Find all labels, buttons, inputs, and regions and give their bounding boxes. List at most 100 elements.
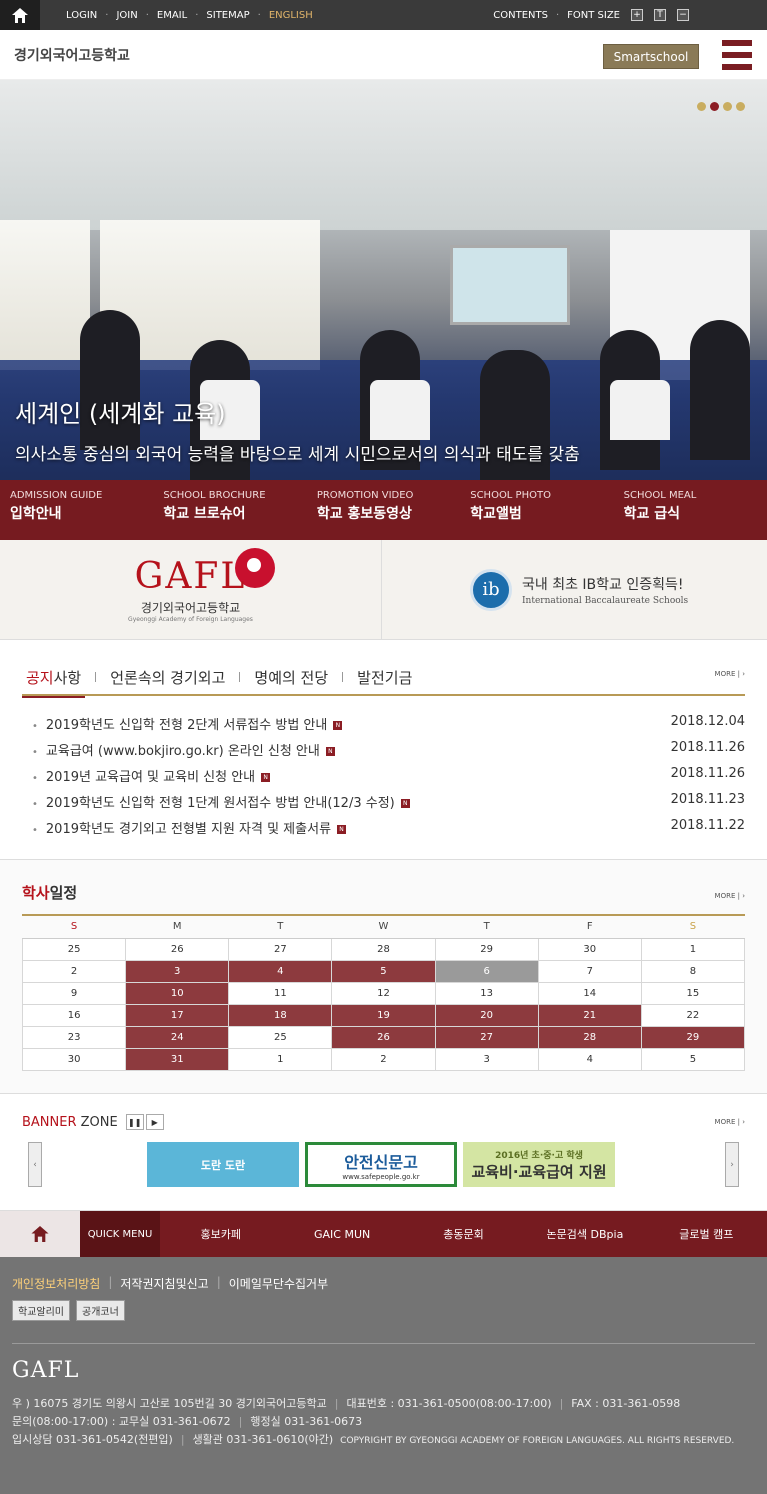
font-size-label: FONT SIZE (567, 9, 620, 21)
calendar-day[interactable]: 19 (331, 1003, 436, 1027)
calendar-day[interactable]: 7 (537, 959, 642, 983)
slide-dot-active[interactable] (710, 102, 719, 111)
calendar-day[interactable]: 5 (331, 959, 436, 983)
calendar-day[interactable]: 2 (21, 959, 127, 983)
privacy-policy-link[interactable]: 개인정보처리방침 (12, 1277, 101, 1291)
calendar-more-link[interactable]: MORE | › (714, 892, 745, 900)
tab-notice[interactable]: 공지사항 (22, 659, 86, 698)
banner-item[interactable]: 도란 도란 (147, 1142, 299, 1187)
calendar-day[interactable]: 6 (434, 959, 539, 983)
banner-more-link[interactable]: MORE | › (714, 1118, 745, 1126)
tab-press[interactable]: 언론속의 경기외고 (110, 668, 226, 687)
quick-link-brochure[interactable]: SCHOOL BROCHURE 학교 브로슈어 (163, 490, 266, 522)
sitemap-link[interactable]: SITEMAP (206, 9, 250, 21)
calendar-day[interactable]: 23 (21, 1025, 127, 1049)
font-reset-button[interactable]: T (654, 9, 666, 21)
public-corner-button[interactable]: 공개코너 (76, 1300, 125, 1321)
slide-dot[interactable] (697, 102, 706, 111)
calendar-day[interactable]: 9 (21, 981, 127, 1005)
calendar-day[interactable]: 4 (228, 959, 333, 983)
calendar-day[interactable]: 3 (434, 1047, 539, 1071)
calendar-day[interactable]: 25 (228, 1025, 333, 1049)
calendar-day[interactable]: 28 (331, 937, 436, 961)
calendar-day[interactable]: 3 (125, 959, 230, 983)
calendar-day[interactable]: 29 (434, 937, 539, 961)
calendar-day[interactable]: 30 (21, 1047, 127, 1071)
footnav-item[interactable]: GAIC MUN (313, 1227, 371, 1241)
calendar-day[interactable]: 20 (434, 1003, 539, 1027)
calendar-day[interactable]: 13 (434, 981, 539, 1005)
calendar-day[interactable]: 30 (537, 937, 642, 961)
footnav-item[interactable]: 홍보카페 (200, 1228, 241, 1241)
banner-item[interactable]: 안전신문고 www.safepeople.go.kr (305, 1142, 457, 1187)
list-item[interactable]: 2019학년도 신입학 전형 1단계 원서접수 방법 안내(12/3 수정)N2… (22, 792, 745, 818)
tab-development-fund[interactable]: 발전기금 (357, 668, 413, 687)
calendar-day[interactable]: 1 (640, 937, 746, 961)
calendar-day[interactable]: 27 (434, 1025, 539, 1049)
font-decrease-button[interactable]: − (677, 9, 689, 21)
calendar-day[interactable]: 18 (228, 1003, 333, 1027)
smartschool-button[interactable]: Smartschool (603, 44, 699, 69)
top-bar: LOGIN · JOIN · EMAIL · SITEMAP · ENGLISH CON… (0, 0, 767, 30)
gafl-emblem-icon (235, 548, 275, 588)
quick-link-admission[interactable]: ADMISSION GUIDE 입학안내 (10, 490, 103, 522)
menu-icon[interactable] (722, 40, 752, 70)
quick-link-video[interactable]: PROMOTION VIDEO 학교 홍보동영상 (316, 490, 414, 522)
calendar-day[interactable]: 26 (331, 1025, 436, 1049)
calendar-day[interactable]: 2 (331, 1047, 436, 1071)
footnav-item[interactable]: 논문검색 DBpia (546, 1228, 624, 1241)
quick-link-meal[interactable]: SCHOOL MEAL 학교 급식 (623, 490, 697, 522)
contents-link[interactable]: CONTENTS (493, 9, 548, 21)
list-item[interactable]: 교육급여 (www.bokjiro.go.kr) 온라인 신청 안내N2018.… (22, 740, 745, 766)
home-button[interactable] (0, 0, 40, 30)
calendar-day[interactable]: 31 (125, 1047, 230, 1071)
slide-dot[interactable] (736, 102, 745, 111)
calendar-day[interactable]: 24 (125, 1025, 230, 1049)
calendar-day[interactable]: 29 (640, 1025, 746, 1049)
notice-more-link[interactable]: MORE | › (714, 670, 745, 678)
copyright-policy-link[interactable]: 저작권지침및신고 (120, 1277, 209, 1291)
calendar-day[interactable]: 26 (125, 937, 230, 961)
calendar-day[interactable]: 15 (640, 981, 746, 1005)
ib-banner[interactable]: ib 국내 최초 IB학교 인증획득! International Baccal… (382, 540, 767, 639)
pause-button[interactable]: ❚❚ (125, 1114, 144, 1130)
calendar-day[interactable]: 12 (331, 981, 436, 1005)
school-info-button[interactable]: 학교알리미 (12, 1300, 70, 1321)
tab-hall-of-fame[interactable]: 명예의 전당 (254, 668, 329, 687)
calendar-day[interactable]: 11 (228, 981, 333, 1005)
calendar-day[interactable]: 27 (228, 937, 333, 961)
gafl-logo[interactable]: GAFL 경기외국어고등학교 Gyeonggi Academy of Forei… (0, 540, 382, 639)
calendar-day[interactable]: 8 (640, 959, 746, 983)
calendar-week: 9 10 11 12 13 14 15 (21, 981, 746, 1005)
quick-link-photo[interactable]: SCHOOL PHOTO 학교앨범 (470, 490, 551, 522)
calendar-day[interactable]: 21 (537, 1003, 642, 1027)
footnav-item[interactable]: 총동문회 (443, 1228, 484, 1241)
slide-dot[interactable] (723, 102, 732, 111)
calendar-day[interactable]: 10 (125, 981, 230, 1005)
play-button[interactable]: ▶ (145, 1114, 164, 1130)
english-link[interactable]: ENGLISH (268, 9, 313, 21)
school-name[interactable]: 경기외국어고등학교 (14, 47, 130, 64)
email-link[interactable]: EMAIL (156, 9, 188, 21)
calendar-day[interactable]: 16 (21, 1003, 127, 1027)
banner-next-button[interactable]: › (725, 1142, 739, 1187)
calendar-day[interactable]: 5 (640, 1047, 746, 1071)
join-link[interactable]: JOIN (116, 9, 138, 21)
login-link[interactable]: LOGIN (66, 9, 98, 21)
footnav-item[interactable]: 글로벌 캠프 (679, 1228, 734, 1241)
banner-prev-button[interactable]: ‹ (28, 1142, 42, 1187)
font-increase-button[interactable]: + (631, 9, 643, 21)
calendar-day[interactable]: 14 (537, 981, 642, 1005)
banner-item[interactable]: 2016년 초·중·고 학생 교육비·교육급여 지원 (463, 1142, 615, 1187)
calendar-day[interactable]: 22 (640, 1003, 746, 1027)
email-policy-link[interactable]: 이메일무단수집거부 (228, 1277, 329, 1291)
calendar-day[interactable]: 1 (228, 1047, 333, 1071)
footer-home-button[interactable] (0, 1211, 80, 1257)
calendar-day[interactable]: 4 (537, 1047, 642, 1071)
calendar-day[interactable]: 25 (21, 937, 127, 961)
calendar-day[interactable]: 28 (537, 1025, 642, 1049)
calendar-day[interactable]: 17 (125, 1003, 230, 1027)
